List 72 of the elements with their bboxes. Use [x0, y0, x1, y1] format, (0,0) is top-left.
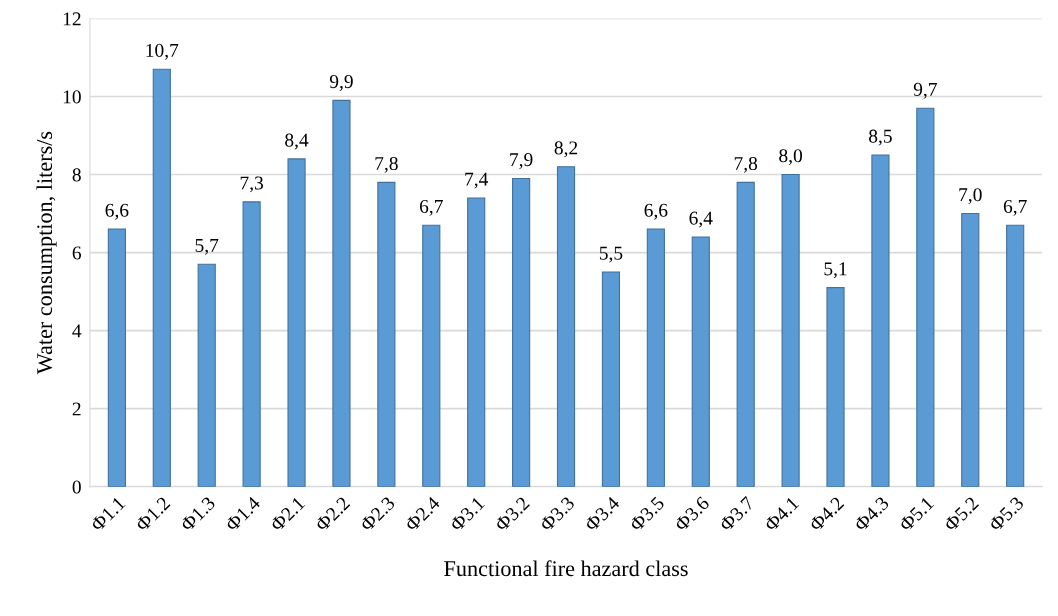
bar	[152, 68, 171, 487]
data-label: 6,7	[419, 199, 443, 216]
x-tick-label: Ф1.2	[134, 496, 171, 533]
bar	[287, 158, 306, 487]
x-tick-label: Ф4.1	[763, 496, 800, 533]
bar	[871, 154, 890, 487]
x-tick-label: Ф1.4	[224, 495, 262, 533]
x-tick-label: Ф3.7	[718, 495, 756, 533]
data-label: 8,4	[285, 133, 309, 150]
bar	[601, 271, 621, 487]
data-label: 6,6	[644, 203, 668, 220]
x-tick-label: Ф2.1	[269, 496, 306, 533]
data-label: 10,7	[146, 43, 179, 60]
x-tick-label: Ф3.3	[538, 495, 576, 533]
data-label: 7,9	[510, 153, 533, 169]
data-label: 8,5	[869, 129, 892, 146]
data-label: 6,6	[105, 203, 129, 220]
y-tick-label: 8	[72, 168, 81, 182]
bar	[646, 228, 665, 487]
bar	[377, 181, 396, 487]
x-tick-label: Ф2.2	[314, 496, 351, 533]
bar	[197, 263, 216, 487]
data-label: 5,5	[599, 246, 623, 263]
bar	[242, 201, 261, 487]
x-tick-label: Ф2.3	[359, 495, 396, 533]
x-tick-label: Ф3.6	[673, 495, 711, 533]
bar	[422, 224, 441, 487]
x-tick-label: Ф1.1	[89, 496, 126, 533]
x-tick-label: Ф3.2	[494, 496, 531, 533]
x-tick-label: Ф4.3	[853, 495, 890, 533]
data-label: 7,3	[240, 176, 264, 193]
data-label: 7,0	[959, 188, 982, 205]
bar	[512, 177, 531, 487]
bar	[916, 107, 935, 487]
bar	[107, 228, 126, 487]
data-label: 5,7	[195, 239, 219, 255]
data-label: 7,8	[375, 156, 398, 173]
y-tick-label: 10	[63, 90, 81, 104]
bar	[556, 166, 576, 487]
x-tick-label: Ф5.3	[988, 495, 1025, 533]
data-label: 8,2	[554, 141, 578, 158]
x-tick-label: Ф5.2	[943, 496, 980, 533]
x-tick-label: Ф1.3	[179, 495, 216, 533]
y-tick-label: 12	[63, 12, 81, 26]
data-label: 7,4	[465, 172, 489, 189]
x-axis-title: Functional fire hazard class	[444, 560, 688, 577]
y-axis-title: Water consumption, liters/s	[36, 131, 57, 375]
y-tick-label: 4	[72, 324, 82, 338]
x-tick-label: Ф5.1	[898, 496, 935, 533]
x-tick-label: Ф2.4	[404, 495, 441, 533]
y-tick-label: 6	[72, 246, 82, 260]
bar	[1006, 224, 1025, 487]
data-label: 6,7	[1003, 199, 1027, 216]
data-label: 9,7	[913, 82, 937, 99]
bar	[332, 99, 351, 487]
data-label: 6,4	[689, 211, 713, 228]
bar	[736, 181, 755, 487]
data-label: 9,9	[329, 75, 353, 91]
data-label: 7,8	[734, 156, 758, 173]
bar	[691, 236, 710, 487]
bar	[781, 173, 800, 487]
x-tick-label: Ф3.4	[583, 495, 621, 533]
data-label: 5,1	[824, 262, 847, 279]
y-tick-label: 0	[72, 480, 81, 494]
bar	[961, 212, 980, 487]
x-tick-label: Ф3.1	[449, 496, 486, 533]
bar	[467, 197, 486, 487]
data-label: 8,0	[779, 149, 803, 166]
x-tick-label: Ф4.2	[808, 496, 845, 533]
x-tick-label: Ф3.5	[628, 495, 666, 533]
bar	[826, 287, 845, 487]
y-tick-label: 2	[72, 402, 81, 416]
